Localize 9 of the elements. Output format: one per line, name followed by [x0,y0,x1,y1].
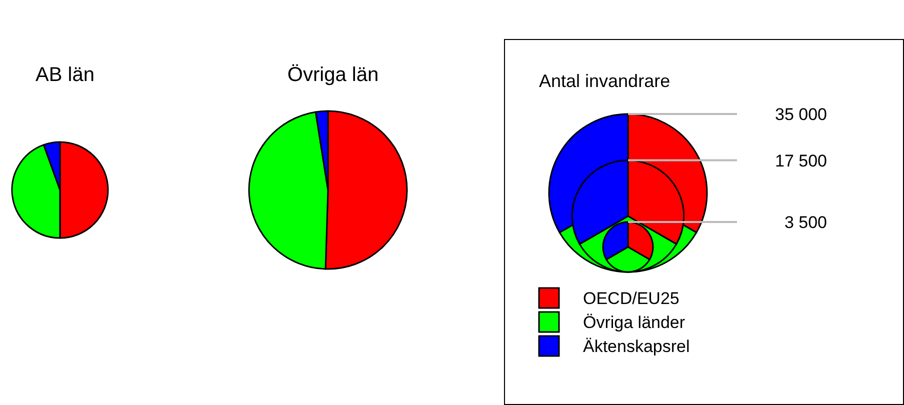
chart-title: Övriga län [287,64,379,86]
size-label: 35 000 [775,105,827,124]
chart-title: AB län [36,64,94,86]
text: Antal invandrare [539,71,670,91]
size-label: 17 500 [775,151,827,170]
category-label: OECD/EU25 [583,289,680,308]
size-label: 3 500 [784,213,827,232]
category-label: Äktenskapsrel [583,337,690,356]
category-label: Övriga länder [583,313,686,332]
